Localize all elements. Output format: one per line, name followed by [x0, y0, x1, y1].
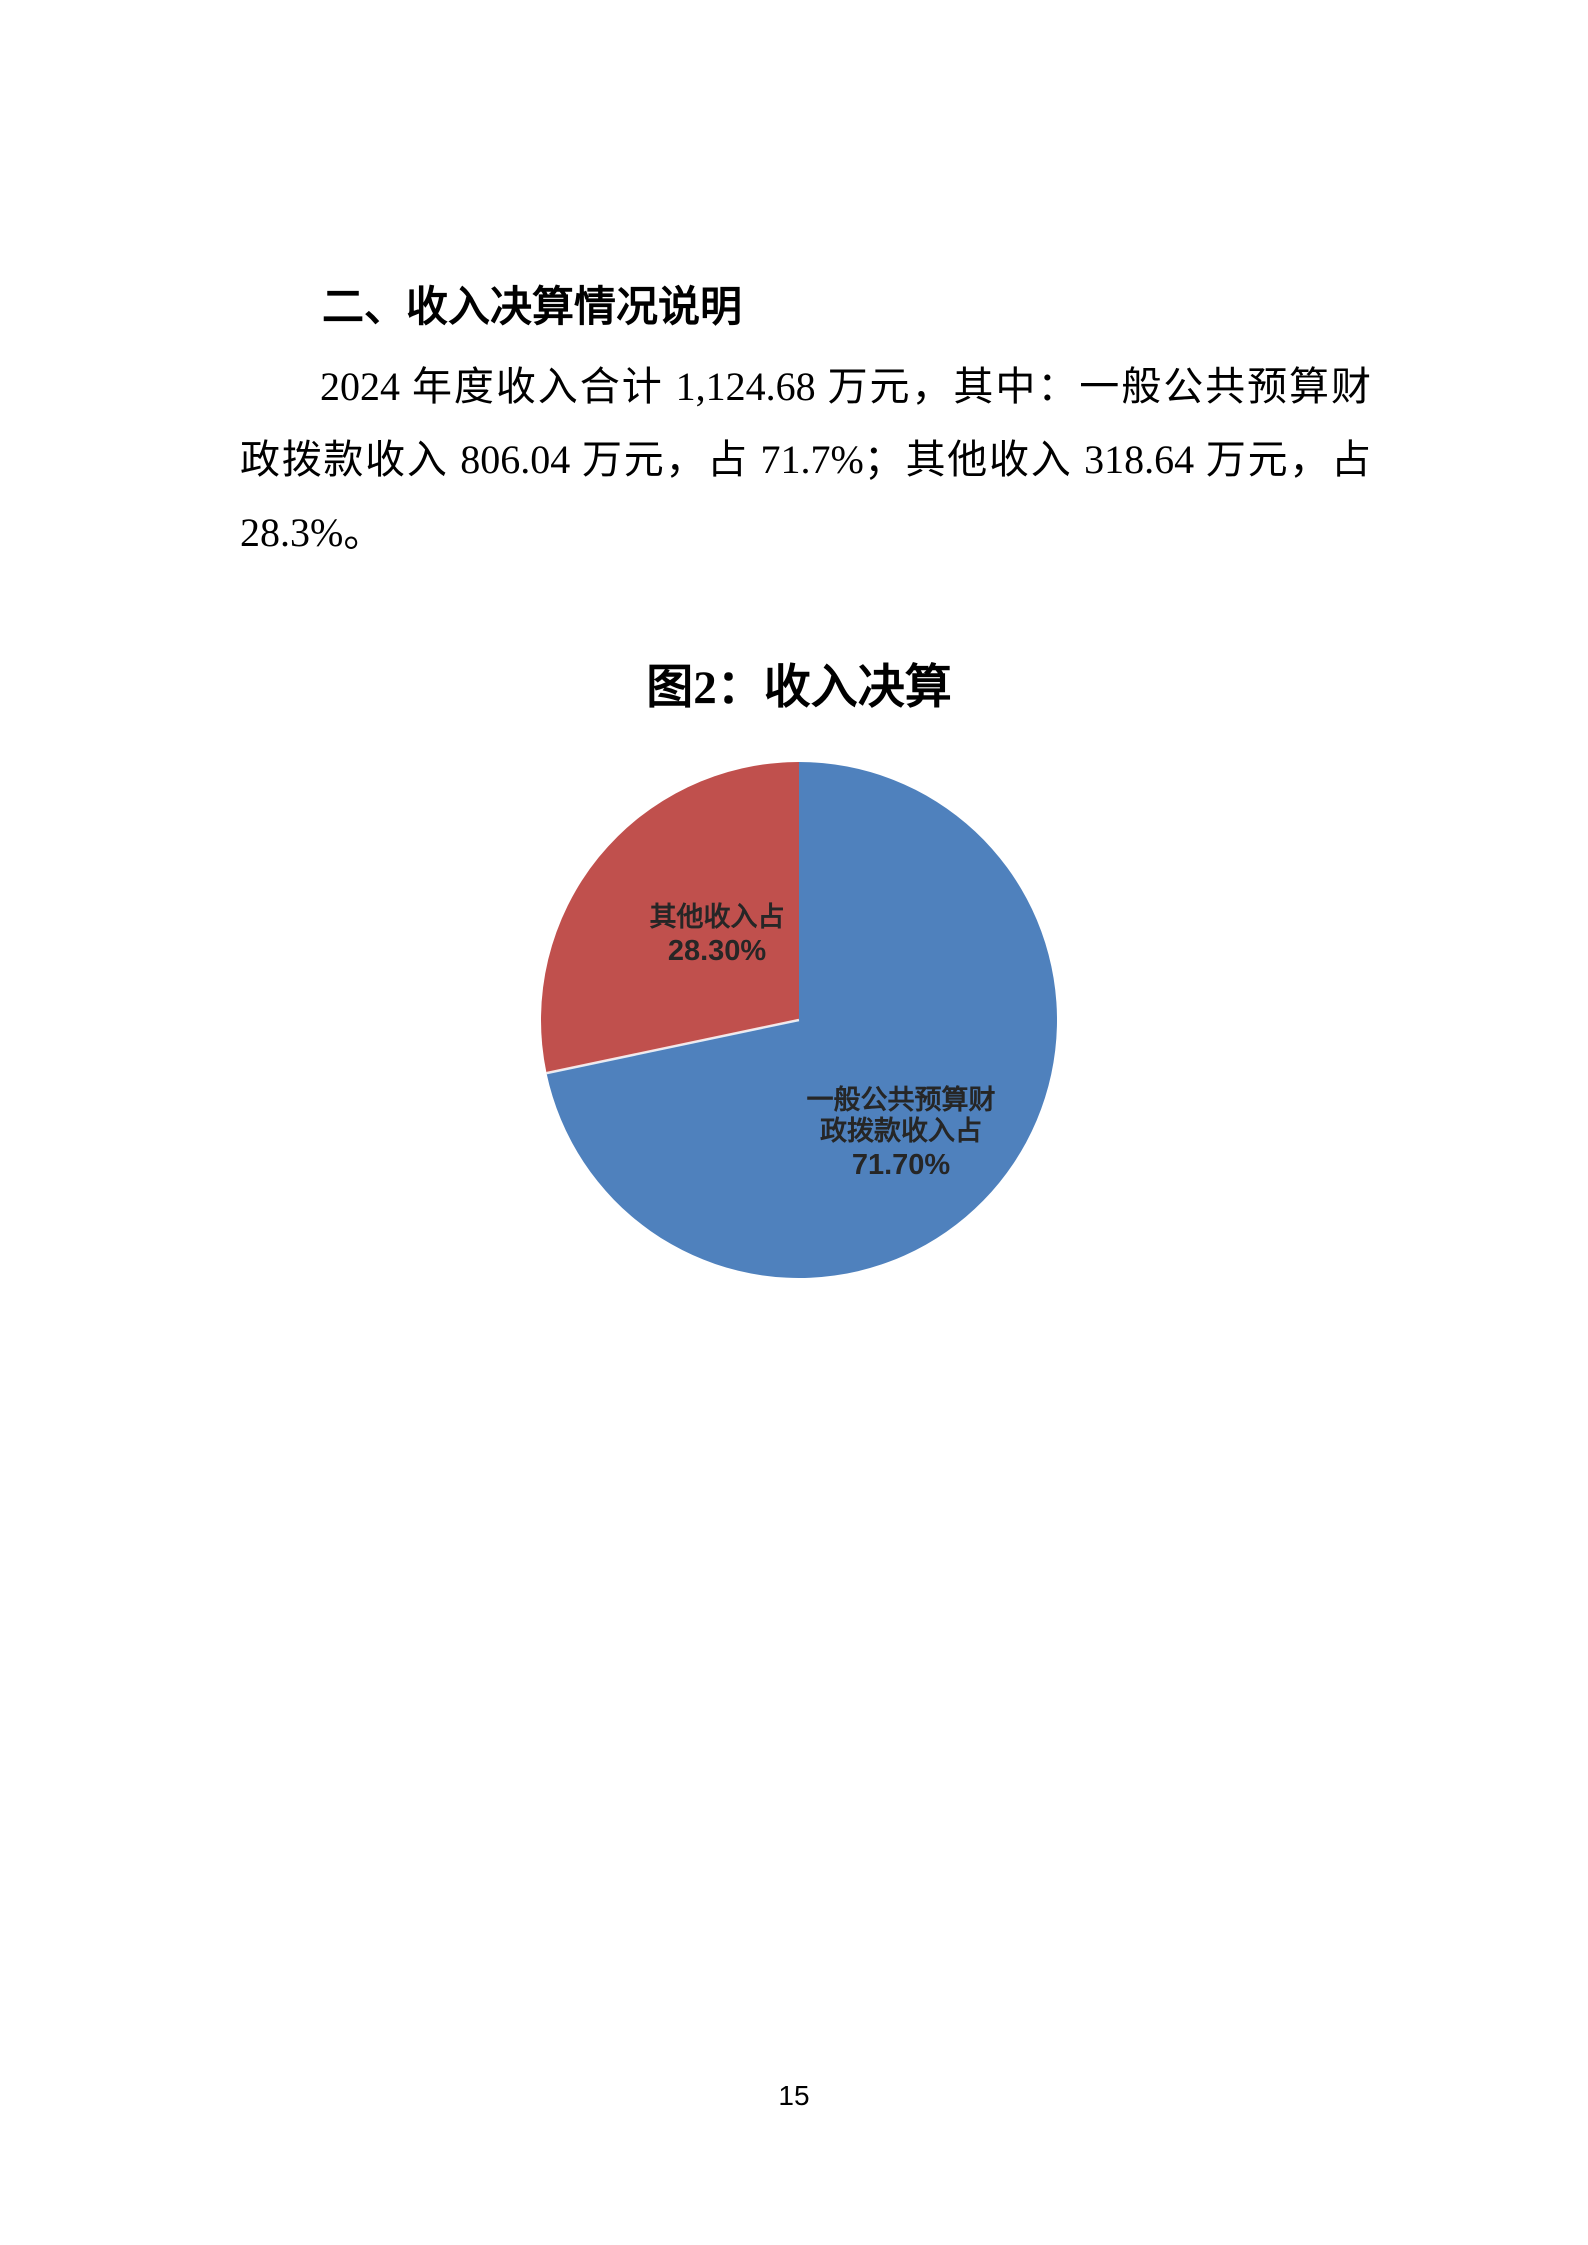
pie-label-other-income: 其他收入占 28.30% [567, 902, 867, 969]
paragraph-line-1: 2024 年度收入合计 1,124.68 万元，其中：一般公共预算财 [320, 364, 1371, 409]
pie-label-general-budget: 一般公共预算财 政拨款收入占 71.70% [701, 1085, 1101, 1183]
page-number: 15 [778, 2080, 810, 2111]
pie-label-other-income-text: 其他收入占 [649, 902, 785, 932]
paragraph-line-3: 28.3%。 [240, 510, 384, 555]
paragraph-line-2: 政拨款收入 806.04 万元，占 71.7%；其他收入 318.64 万元，占 [240, 437, 1371, 482]
section-heading: 二、收入决算情况说明 [322, 283, 743, 330]
pie-slice-1 [541, 762, 799, 1074]
pie-slice-0 [546, 762, 1057, 1278]
income-pie-chart: 其他收入占 28.30% 一般公共预算财 政拨款收入占 71.70% [539, 760, 1059, 1280]
pie-label-other-income-pct: 28.30% [667, 935, 767, 967]
chart-title: 图2：收入决算 [646, 662, 952, 714]
pie-label-general-budget-text-line2: 政拨款收入占 [820, 1116, 982, 1146]
pie-chart-svg [541, 762, 1057, 1278]
pie-label-general-budget-pct: 71.70% [851, 1149, 951, 1181]
pie-label-general-budget-text-line1: 一般公共预算财 [806, 1085, 996, 1115]
pie-slice-separator [546, 1018, 800, 1075]
